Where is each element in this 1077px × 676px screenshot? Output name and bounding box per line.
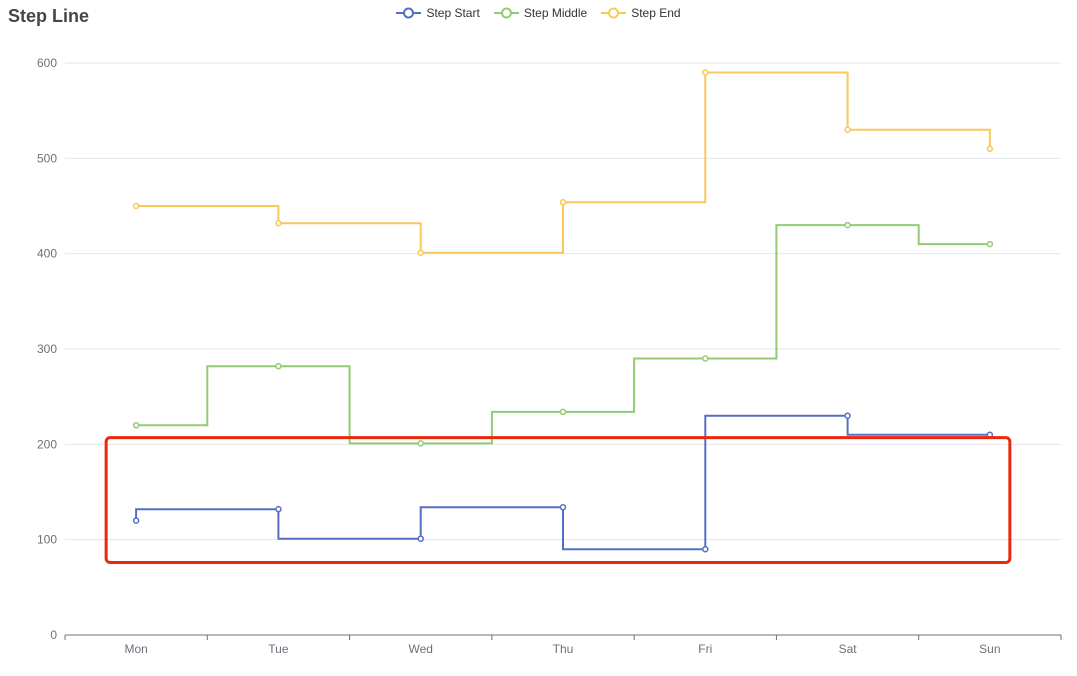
data-point-step-middle[interactable] xyxy=(132,422,140,429)
chart-title: Step Line xyxy=(8,6,90,26)
legend-marker xyxy=(608,7,620,19)
legend-item-step-start[interactable]: Step Start xyxy=(396,6,480,20)
y-tick-label: 400 xyxy=(37,247,57,261)
legend-swatch-step-middle xyxy=(493,7,519,19)
highlight-box xyxy=(104,436,1012,565)
y-tick-label: 0 xyxy=(50,628,57,642)
legend-marker xyxy=(403,7,415,19)
legend-label-step-start: Step Start xyxy=(426,6,480,20)
annotation-group xyxy=(104,436,1012,565)
data-point-step-start[interactable] xyxy=(559,504,567,511)
x-tick-label: Thu xyxy=(553,642,574,656)
y-tick-label: 500 xyxy=(37,151,57,165)
data-point-step-end[interactable] xyxy=(132,202,140,210)
x-tick-label: Sun xyxy=(979,642,1000,656)
legend-item-step-end[interactable]: Step End xyxy=(601,6,681,20)
data-point-step-start[interactable] xyxy=(844,412,851,419)
y-tick-label: 200 xyxy=(37,437,57,451)
data-point-step-start[interactable] xyxy=(132,517,140,524)
legend-item-step-middle[interactable]: Step Middle xyxy=(493,6,588,20)
legend: Step Start Step Middle Step End xyxy=(0,6,1077,20)
data-point-step-start[interactable] xyxy=(417,535,424,542)
data-point-step-end[interactable] xyxy=(986,145,994,153)
grid-lines xyxy=(65,62,1061,541)
data-point-step-middle[interactable] xyxy=(986,240,994,248)
x-tick-label: Sat xyxy=(839,642,858,656)
series-group xyxy=(132,69,994,553)
legend-label-step-middle: Step Middle xyxy=(523,6,588,20)
legend-label-step-end: Step End xyxy=(631,6,681,20)
y-tick-label: 300 xyxy=(37,342,57,356)
data-point-step-end[interactable] xyxy=(559,198,567,206)
legend-swatch-step-end xyxy=(601,7,627,19)
data-point-step-end[interactable] xyxy=(702,69,709,76)
x-tick-label: Tue xyxy=(268,642,289,656)
data-point-step-middle[interactable] xyxy=(275,362,282,370)
data-point-step-start[interactable] xyxy=(275,505,282,513)
data-point-step-middle[interactable] xyxy=(844,221,851,229)
data-point-step-start[interactable] xyxy=(702,545,709,553)
data-point-step-end[interactable] xyxy=(844,126,851,133)
data-point-step-middle[interactable] xyxy=(702,355,709,362)
x-tick-label: Wed xyxy=(408,642,432,656)
axes: 0 100 200 300 400 500 600 Mon Tue Wed Thu Fri Sat Sun xyxy=(37,56,1062,656)
data-point-step-middle[interactable] xyxy=(417,440,424,447)
data-point-step-end[interactable] xyxy=(417,249,424,256)
y-tick-label: 600 xyxy=(37,56,57,70)
legend-swatch-step-start xyxy=(396,7,422,19)
legend-marker xyxy=(500,7,512,19)
series-line-step-start xyxy=(135,414,990,551)
y-tick-label: 100 xyxy=(37,533,57,547)
data-point-step-end[interactable] xyxy=(275,219,282,227)
data-point-step-middle[interactable] xyxy=(559,408,567,416)
x-tick-label: Fri xyxy=(698,642,712,656)
x-tick-label: Mon xyxy=(124,642,147,656)
